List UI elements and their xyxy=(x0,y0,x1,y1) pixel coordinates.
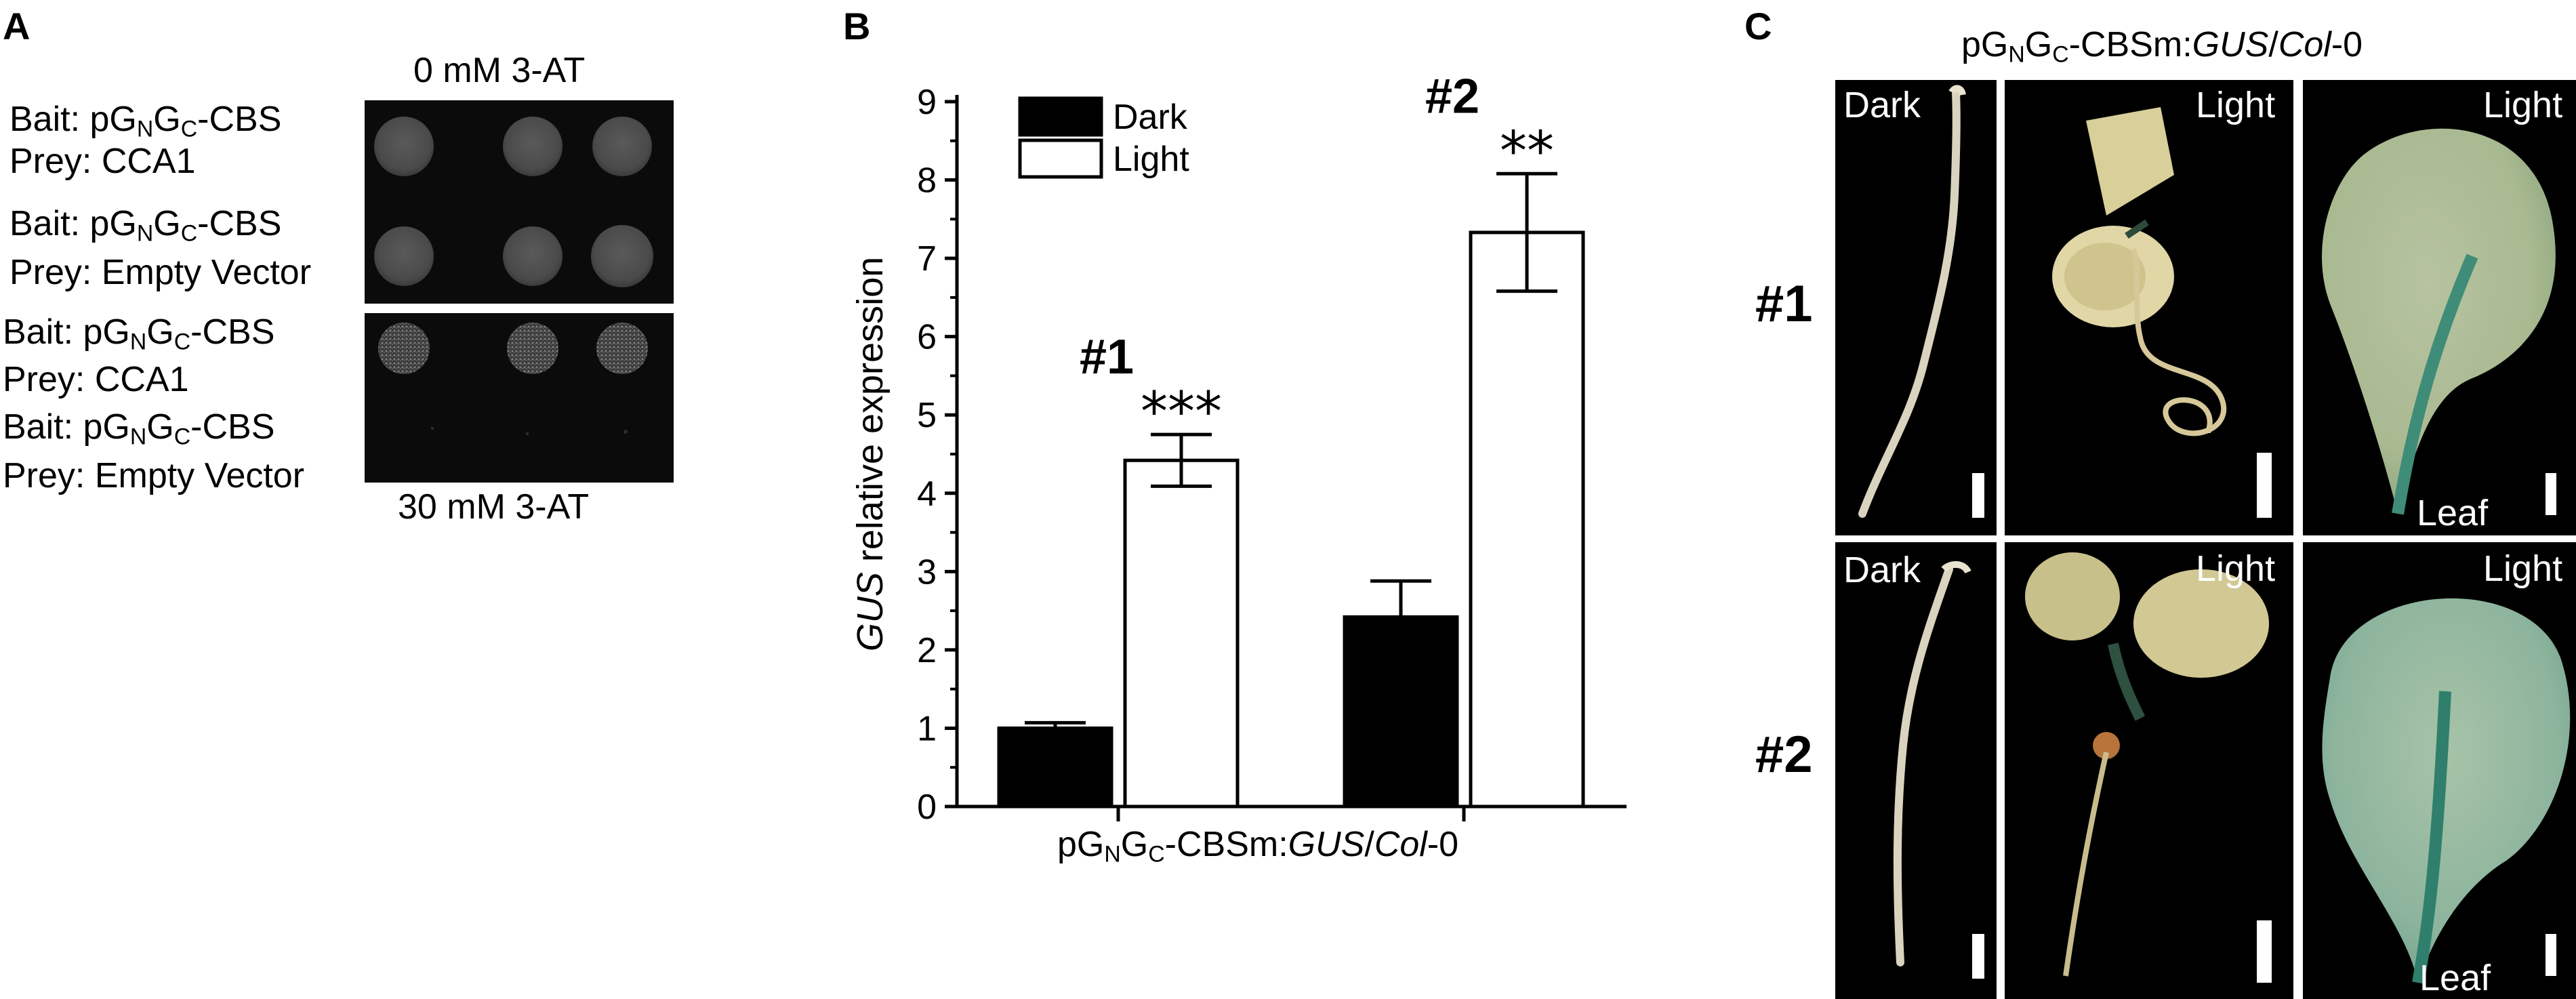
panel-c-title: pGNGC-CBSm:GUS/Col-0 xyxy=(1961,25,2363,68)
bait-label-2: Bait: pGNGC-CBS xyxy=(9,204,282,247)
panel-a-bottom-label: 30 mM 3-AT xyxy=(398,487,590,527)
scale-bar xyxy=(2257,920,2272,983)
photo-sublabel: Leaf xyxy=(2419,958,2491,998)
y-tick-label: 8 xyxy=(917,161,937,201)
group-label: #1 xyxy=(1080,330,1134,384)
gus-stained-leaf-icon xyxy=(2322,128,2556,515)
prey-label-3: Prey: CCA1 xyxy=(3,360,189,399)
chart-x-label: pGNGC-CBSm:GUS/Col-0 xyxy=(1057,825,1459,868)
etiolated-seedling-icon xyxy=(1893,561,1971,966)
y-tick-label: 2 xyxy=(917,631,937,670)
scale-bar xyxy=(2546,473,2556,515)
bait-label-1: Bait: pGNGC-CBS xyxy=(9,100,282,142)
yeast-spot xyxy=(374,226,434,286)
y-axis-label: GUS relative expression xyxy=(850,257,891,651)
yeast-spot xyxy=(378,323,430,374)
y-tick-label: 4 xyxy=(917,474,937,514)
green-seedling-icon xyxy=(2052,107,2226,436)
scale-bar xyxy=(2546,934,2556,976)
gus-stained-leaf-icon xyxy=(2322,598,2571,984)
photo-dark-seedling-1: Dark xyxy=(1835,80,1997,535)
legend-swatch-dark xyxy=(1018,96,1103,137)
panel-a-top-label: 0 mM 3-AT xyxy=(413,51,586,90)
scale-bar xyxy=(1972,473,1984,518)
bait-label-3: Bait: pGNGC-CBS xyxy=(3,312,275,355)
photo-sublabel: Leaf xyxy=(2417,493,2489,533)
yeast-spot xyxy=(374,117,434,176)
yeast-spot xyxy=(503,226,563,286)
bar-dark-1 xyxy=(997,726,1113,809)
scale-bar xyxy=(2257,453,2272,518)
bar-light-2 xyxy=(1469,230,1585,809)
y-tick-label: 9 xyxy=(917,83,937,122)
photo-dark-seedling-2: Dark xyxy=(1835,542,1997,999)
y-tick-label: 3 xyxy=(917,552,937,592)
y-tick-label: 5 xyxy=(917,396,937,435)
prey-label-1: Prey: CCA1 xyxy=(9,142,196,181)
panel-b-letter: B xyxy=(843,5,871,47)
legend-label-dark: Dark xyxy=(1113,98,1188,137)
photo-label: Dark xyxy=(1843,85,1921,125)
y-tick-label: 7 xyxy=(917,239,937,279)
panel-c-letter: C xyxy=(1744,5,1772,47)
photo-label: Light xyxy=(2483,548,2563,589)
photo-label: Light xyxy=(2196,85,2276,125)
yeast-spot xyxy=(591,225,653,287)
prey-label-4: Prey: Empty Vector xyxy=(3,456,305,495)
row-label-2: #2 xyxy=(1755,726,1813,783)
y-tick-label: 0 xyxy=(917,788,937,827)
significance-marker: ** xyxy=(1500,119,1554,182)
photo-label: Dark xyxy=(1843,550,1921,590)
panel-a-letter: A xyxy=(3,5,30,47)
y-tick-label: 1 xyxy=(917,709,937,748)
legend-swatch-light xyxy=(1018,138,1103,179)
yeast-spots-0mm xyxy=(374,117,653,287)
yeast-spot xyxy=(507,323,558,374)
photo-light-leaf-2: Light Leaf xyxy=(2303,542,2576,999)
gus-expression-chart: 0 1 2 3 4 5 6 7 8 9 GUS relative expression ***#1 **… xyxy=(850,69,1627,827)
bar-light-1 xyxy=(1123,458,1240,809)
photo-label: Light xyxy=(2483,85,2563,125)
photo-light-seedling-1: Light xyxy=(2005,80,2293,535)
significance-marker: *** xyxy=(1141,380,1222,443)
y-tick-label: 6 xyxy=(917,318,937,357)
prey-label-2: Prey: Empty Vector xyxy=(9,253,312,292)
photo-light-leaf-1: Light Leaf xyxy=(2303,80,2576,535)
yeast-spots-30mm xyxy=(378,323,648,435)
legend-label-light: Light xyxy=(1113,140,1189,179)
etiolated-seedling-icon xyxy=(1858,85,1966,518)
yeast-spot xyxy=(592,117,652,176)
row-label-1: #1 xyxy=(1755,275,1813,333)
bait-label-4: Bait: pGNGC-CBS xyxy=(3,407,275,450)
green-seedling-icon xyxy=(2025,552,2269,977)
yeast-spot xyxy=(503,117,563,176)
scale-bar xyxy=(1972,934,1984,979)
yeast-plate-30mm xyxy=(365,313,674,483)
photo-label: Light xyxy=(2196,548,2276,589)
group-label: #2 xyxy=(1425,69,1479,123)
photo-light-seedling-2: Light xyxy=(2005,542,2293,999)
yeast-spot xyxy=(596,323,648,374)
yeast-plate-0mm xyxy=(365,100,674,304)
